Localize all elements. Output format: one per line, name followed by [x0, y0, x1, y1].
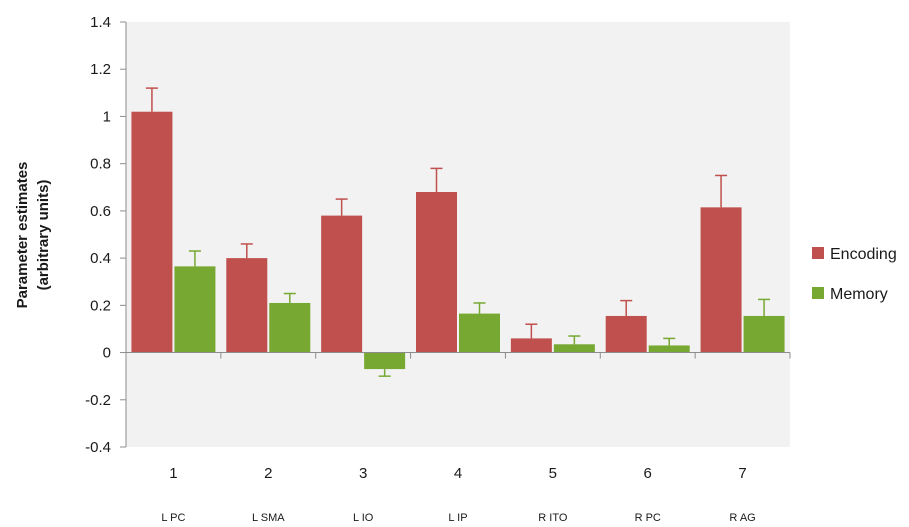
y-axis: -0.4 -0.2 0 0.2 0.4 0.6 0.8 1 1.2 1.4: [85, 14, 127, 456]
y-tick-label: 1.2: [90, 61, 111, 78]
x-category-sublabel: L SMA: [252, 512, 285, 524]
axes: [125, 352, 791, 359]
x-tick-label: 2: [264, 465, 272, 482]
bars: [131, 87, 785, 377]
y-tick-label: 0.2: [90, 297, 111, 314]
legend-label-encoding: Encoding: [830, 246, 897, 263]
y-tick-label: 1.4: [90, 14, 111, 31]
bar-encoding: [131, 111, 173, 353]
legend-swatch-memory: [812, 287, 824, 299]
y-tick-label: 0.6: [90, 203, 111, 220]
x-axis-labels: 1 L PC 2 L SMA 3 L IO 4 L IP 5 R ITO 6 R PC 7 R AG: [161, 465, 755, 524]
bar-memory: [174, 266, 216, 353]
y-tick-label: 0: [103, 345, 111, 362]
y-tick-label: 0.4: [90, 250, 111, 267]
x-category-sublabel: L IO: [353, 512, 374, 524]
bar-memory: [459, 313, 500, 353]
bar-encoding: [510, 338, 552, 353]
x-category-sublabel: L IP: [448, 512, 467, 524]
y-axis-title-line-1: Parameter estimates: [14, 162, 31, 309]
bar-encoding: [416, 192, 457, 353]
x-category-sublabel: R AG: [729, 512, 755, 524]
x-tick-label: 4: [454, 465, 462, 482]
x-tick-label: 5: [549, 465, 557, 482]
y-tick-label: -0.2: [85, 392, 111, 409]
y-axis-title: Parameter estimates (arbitrary units): [14, 162, 52, 309]
x-tick-label: 6: [644, 465, 652, 482]
legend-label-memory: Memory: [830, 286, 888, 303]
plot-area: [126, 22, 790, 447]
y-tick-label: -0.4: [85, 439, 111, 456]
bar-memory: [648, 345, 690, 353]
bar-memory: [269, 302, 311, 353]
y-axis-title-line-2: (arbitrary units): [35, 180, 52, 291]
x-category-sublabel: L PC: [161, 512, 185, 524]
x-category-sublabel: R ITO: [538, 512, 568, 524]
bar-encoding: [226, 258, 268, 353]
x-category-sublabel: R PC: [635, 512, 661, 524]
bar-memory: [743, 315, 785, 353]
legend-swatch-encoding: [812, 247, 824, 259]
bar-memory: [553, 344, 595, 353]
x-tick-label: 1: [169, 465, 177, 482]
legend: Encoding Memory: [812, 246, 897, 303]
bar-encoding: [321, 215, 363, 353]
x-tick-label: 7: [738, 465, 746, 482]
y-tick-label: 1: [103, 108, 111, 125]
y-tick-label: 0.8: [90, 156, 111, 173]
bar-memory: [364, 352, 406, 370]
x-tick-label: 3: [359, 465, 367, 482]
bar-encoding: [700, 207, 742, 353]
bar-encoding: [605, 315, 647, 353]
